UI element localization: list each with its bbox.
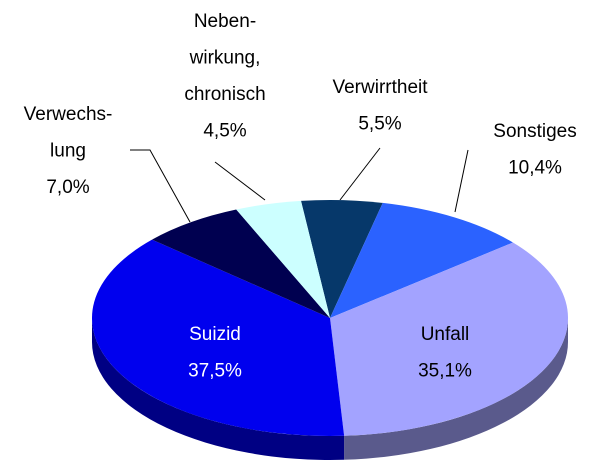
pie-sides bbox=[92, 318, 568, 460]
value-label: 4,5% bbox=[203, 121, 246, 142]
leader-line bbox=[214, 161, 266, 201]
leader-lines bbox=[130, 147, 469, 223]
pie-slice bbox=[92, 239, 345, 436]
pie-slice bbox=[330, 202, 513, 318]
value-label: 7,0% bbox=[46, 177, 89, 198]
pie-slice bbox=[236, 200, 330, 318]
pie-side bbox=[92, 318, 345, 460]
slice-label: Unfall bbox=[421, 324, 470, 345]
slice-label: Verwechs-lung bbox=[24, 104, 113, 162]
value-label: 37,5% bbox=[188, 361, 242, 382]
pie-slice bbox=[152, 209, 330, 318]
value-label: 10,4% bbox=[508, 158, 562, 179]
slice-label: Sonstiges bbox=[493, 121, 576, 142]
pie-slice bbox=[330, 242, 568, 436]
slice-label: Verwirrtheit bbox=[332, 77, 428, 98]
leader-line bbox=[339, 147, 381, 201]
slice-label: Suizid bbox=[189, 324, 241, 345]
slice-label: Neben-wirkung, chronisch bbox=[184, 11, 265, 105]
pie-tops bbox=[92, 200, 568, 436]
pie-side bbox=[344, 318, 568, 460]
leader-line bbox=[454, 149, 469, 213]
value-label: 5,5% bbox=[358, 114, 401, 135]
leader-line bbox=[130, 149, 191, 223]
value-label: 35,1% bbox=[418, 361, 472, 382]
pie-slice bbox=[300, 200, 383, 318]
